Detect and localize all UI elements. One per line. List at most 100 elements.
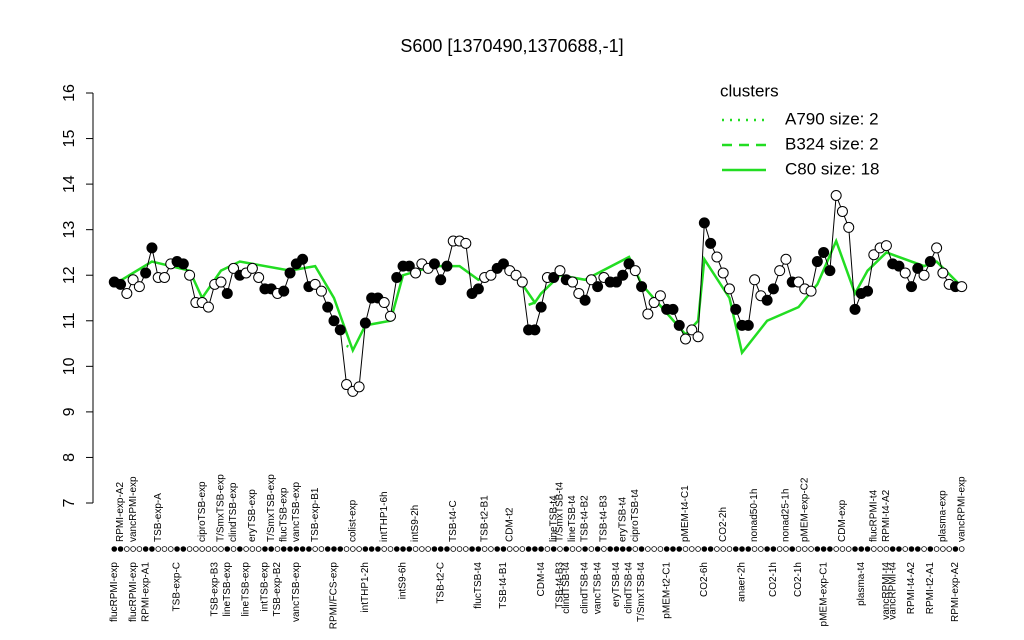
sample-dot (952, 546, 959, 552)
data-point (535, 301, 547, 313)
data-point (315, 285, 327, 297)
data-point (730, 303, 742, 315)
x-tick-label: clindTSB-t4 (580, 562, 591, 614)
cluster-line (346, 344, 354, 350)
sample-dot (770, 546, 777, 552)
x-tick-label: flucRPMI-exp (109, 562, 120, 622)
x-tick-label: eryTSB-exp (247, 489, 258, 542)
data-point (410, 267, 422, 279)
sample-dot (676, 546, 683, 552)
data-point (642, 308, 654, 320)
x-tick-label: TSB-t2-C (435, 562, 446, 604)
sample-dot (350, 546, 356, 552)
data-point (460, 237, 472, 249)
sample-dot (695, 546, 701, 552)
data-point (629, 265, 641, 277)
x-tick-label: RPMI-exp-A1 (140, 562, 151, 622)
sample-dot (908, 546, 915, 552)
data-point (780, 253, 792, 265)
x-tick-label: flucRPMI-exp (128, 562, 139, 622)
sample-dot (287, 546, 293, 552)
chart-title: S600 [1370490,1370688,-1] (400, 36, 623, 56)
x-tick-label: ciproTSB-exp (197, 481, 208, 542)
data-point (899, 267, 911, 279)
data-point (623, 258, 635, 270)
sample-dot (707, 546, 714, 552)
sample-dot (356, 546, 362, 552)
sample-dot (732, 546, 739, 552)
x-tick-label: vancRPMI-exp (956, 476, 967, 542)
data-point (692, 331, 704, 343)
sample-dot (149, 546, 155, 552)
x-tick-label: intS9-2h (410, 505, 421, 542)
data-point (836, 205, 848, 217)
sample-dot (764, 546, 770, 552)
sample-dot (444, 546, 450, 552)
data-point (705, 237, 717, 249)
sample-dot (318, 546, 325, 552)
data-point (284, 267, 296, 279)
data-point (924, 256, 936, 268)
sample-dot (124, 546, 130, 552)
sample-dot (306, 546, 312, 552)
x-tick-label: RPMI-t2-A1 (925, 562, 936, 615)
x-tick-label: pMEM-exp-C1 (818, 562, 829, 627)
sample-dot (871, 546, 877, 552)
sample-dot (789, 546, 796, 552)
sample-dot (682, 546, 689, 552)
x-tick-label: clindTSB-t4 (561, 562, 572, 614)
sample-dot (613, 546, 620, 552)
sample-dot (883, 546, 890, 552)
sample-dot (262, 546, 268, 552)
x-tick-label: eryTSB-t4 (617, 497, 628, 542)
sample-dot (337, 546, 344, 552)
data-point (341, 379, 353, 391)
x-tick-label: vancTSB-exp (291, 482, 302, 542)
data-point (931, 242, 943, 254)
data-point (146, 242, 158, 254)
data-point (723, 283, 735, 295)
data-point (516, 276, 528, 288)
x-tick-label: ciproTSB-t4 (630, 489, 641, 542)
x-tick-label: CDM-t4 (536, 562, 547, 597)
data-point (767, 283, 779, 295)
x-tick-label: RPMI/FCS-exp (329, 562, 340, 630)
data-point (359, 317, 371, 329)
sample-dot (827, 546, 833, 552)
sample-dot (324, 546, 331, 552)
sample-dot (331, 546, 337, 552)
data-point (202, 301, 214, 313)
data-point (215, 276, 227, 288)
data-point (774, 265, 786, 277)
data-point (391, 272, 403, 283)
sample-dot (180, 546, 187, 552)
sample-dot (312, 546, 318, 552)
sample-dot (701, 546, 708, 552)
data-point (548, 272, 560, 283)
x-tick-label: RPMI-t4-A2 (906, 562, 917, 615)
sample-dot (852, 546, 858, 552)
data-point (334, 324, 346, 336)
data-point (849, 303, 861, 315)
sample-dot (557, 546, 563, 552)
sample-dot (381, 546, 388, 552)
data-point (328, 315, 340, 327)
data-point (654, 290, 666, 302)
data-point (680, 333, 692, 345)
sample-dot (161, 546, 168, 552)
sample-dot (538, 546, 544, 552)
sample-dot (550, 546, 557, 552)
sample-dot (714, 546, 720, 552)
sample-dot (500, 546, 507, 552)
data-point (579, 294, 591, 306)
data-point (309, 278, 321, 290)
y-tick-label: 15 (61, 130, 78, 148)
sample-dot (412, 546, 419, 552)
data-point (529, 324, 541, 336)
sample-dot (820, 546, 827, 552)
data-point (592, 281, 604, 293)
sample-dot (136, 546, 143, 552)
x-tick-label: TSB-t2-B1 (479, 495, 490, 542)
x-tick-label: pMEM-t2-C1 (661, 562, 672, 619)
